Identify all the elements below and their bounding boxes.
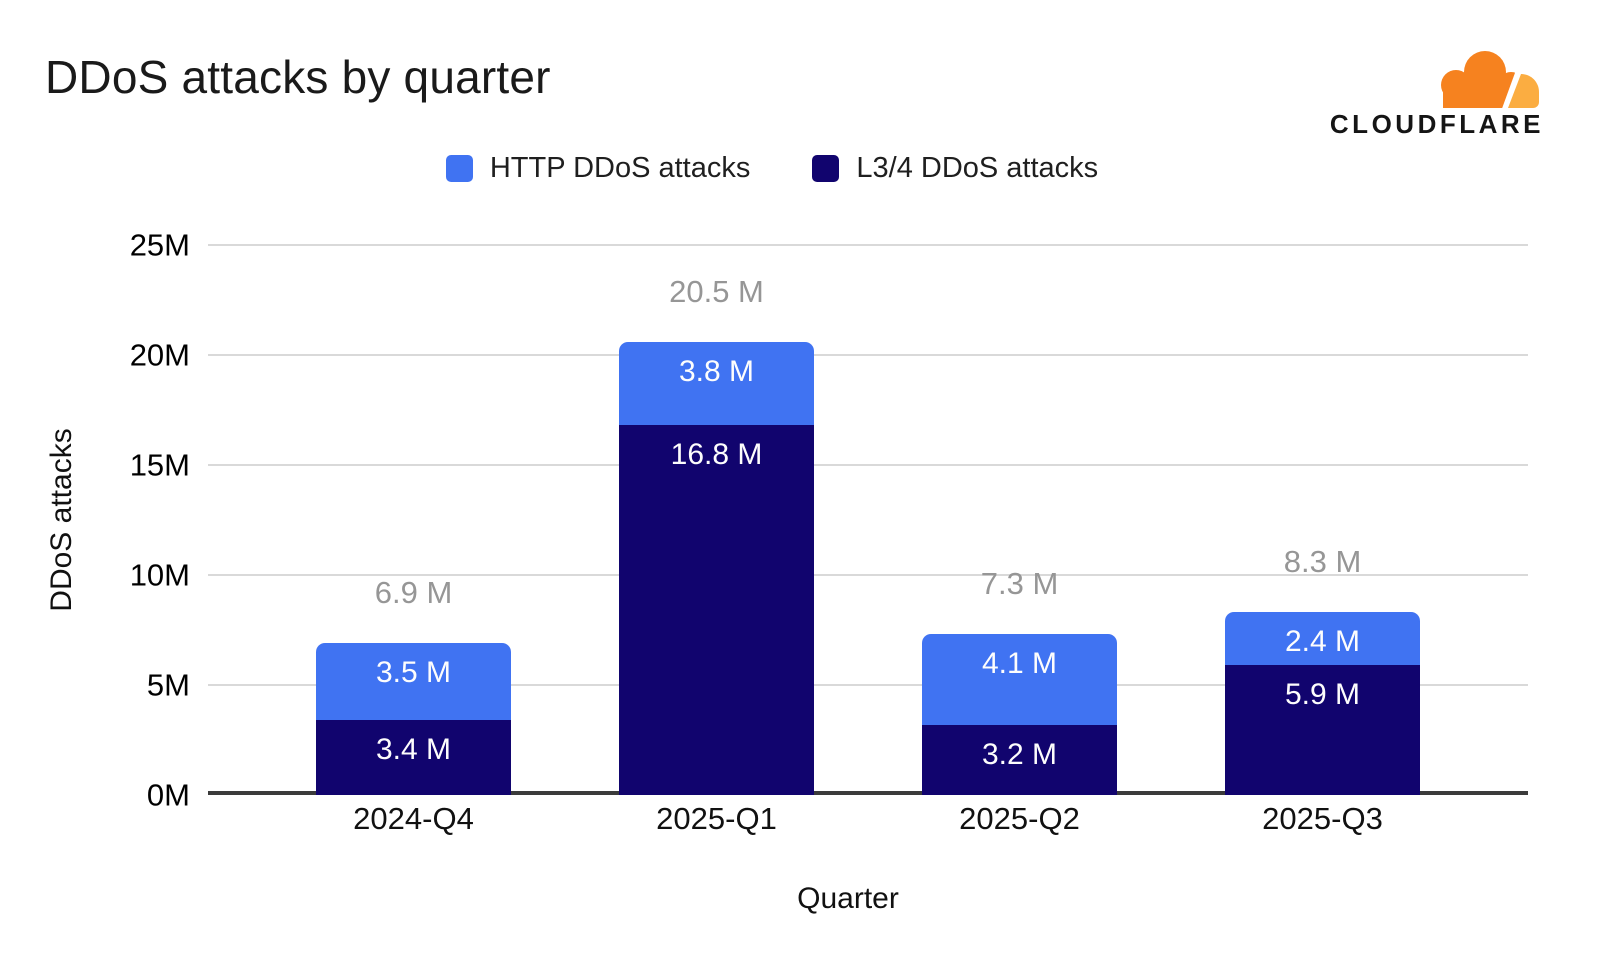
bar-total-label: 8.3 M [1283, 544, 1362, 580]
bar-segment-l34: 3.2 M [922, 724, 1117, 795]
legend-swatch [445, 155, 473, 182]
legend-swatch [812, 155, 840, 182]
legend-label: L3/4 DDoS attacks [856, 152, 1099, 184]
bar-total-label: 6.9 M [374, 575, 453, 611]
legend-item-http: HTTP DDoS attacks [445, 152, 751, 185]
bar-group-2025-Q3: 8.3 M 2.4 M 5.9 M 2025-Q3 [1225, 545, 1420, 836]
y-gridline [208, 464, 1528, 466]
y-gridline [208, 244, 1528, 246]
y-gridline [208, 684, 1528, 686]
bar-group-2024-Q4: 6.9 M 3.5 M 3.4 M 2024-Q4 [316, 576, 511, 836]
cloudflare-logo: CLOUDFLARE [1330, 44, 1544, 137]
x-category-label: 2024-Q4 [353, 801, 474, 836]
bar-group-2025-Q1: 20.5 M 3.8 M 16.8 M 2025-Q1 [619, 274, 814, 836]
x-category-label: 2025-Q3 [1262, 801, 1383, 836]
bar-segment-http: 4.1 M [922, 634, 1117, 725]
bar-segment-http: 2.4 M [1225, 612, 1420, 666]
y-axis-title: DDoS attacks [45, 428, 78, 612]
bar-group-2025-Q2: 7.3 M 4.1 M 3.2 M 2025-Q2 [922, 567, 1117, 836]
legend-item-l34: L3/4 DDoS attacks [812, 152, 1098, 185]
bar-segment-l34: 5.9 M [1225, 665, 1420, 795]
x-category-label: 2025-Q2 [959, 801, 1080, 836]
x-axis-title: Quarter [797, 882, 899, 915]
cloudflare-logo-text: CLOUDFLARE [1329, 109, 1544, 139]
chart-legend: HTTP DDoS attacks L3/4 DDoS attacks [0, 152, 1572, 185]
bar-segment-l34: 16.8 M [619, 425, 814, 795]
y-tick-label: 25M [129, 227, 190, 263]
page-title: DDoS attacks by quarter [45, 51, 551, 103]
y-gridline [208, 574, 1528, 576]
bar-segment-http: 3.8 M [619, 341, 814, 426]
x-axis-line [208, 791, 1528, 795]
y-tick-label: 0M [146, 777, 190, 813]
y-tick-label: 10M [129, 557, 190, 593]
y-gridline [208, 354, 1528, 356]
legend-label: HTTP DDoS attacks [489, 152, 751, 184]
y-tick-label: 15M [129, 447, 190, 483]
x-category-label: 2025-Q1 [656, 801, 777, 836]
bar-total-label: 20.5 M [669, 273, 764, 309]
bar-segment-l34: 3.4 M [316, 720, 511, 795]
bar-total-label: 7.3 M [980, 566, 1059, 602]
y-tick-label: 5M [146, 667, 190, 703]
cloudflare-cloud-icon [1441, 51, 1539, 110]
y-tick-label: 20M [129, 337, 190, 373]
bar-segment-http: 3.5 M [316, 643, 511, 721]
